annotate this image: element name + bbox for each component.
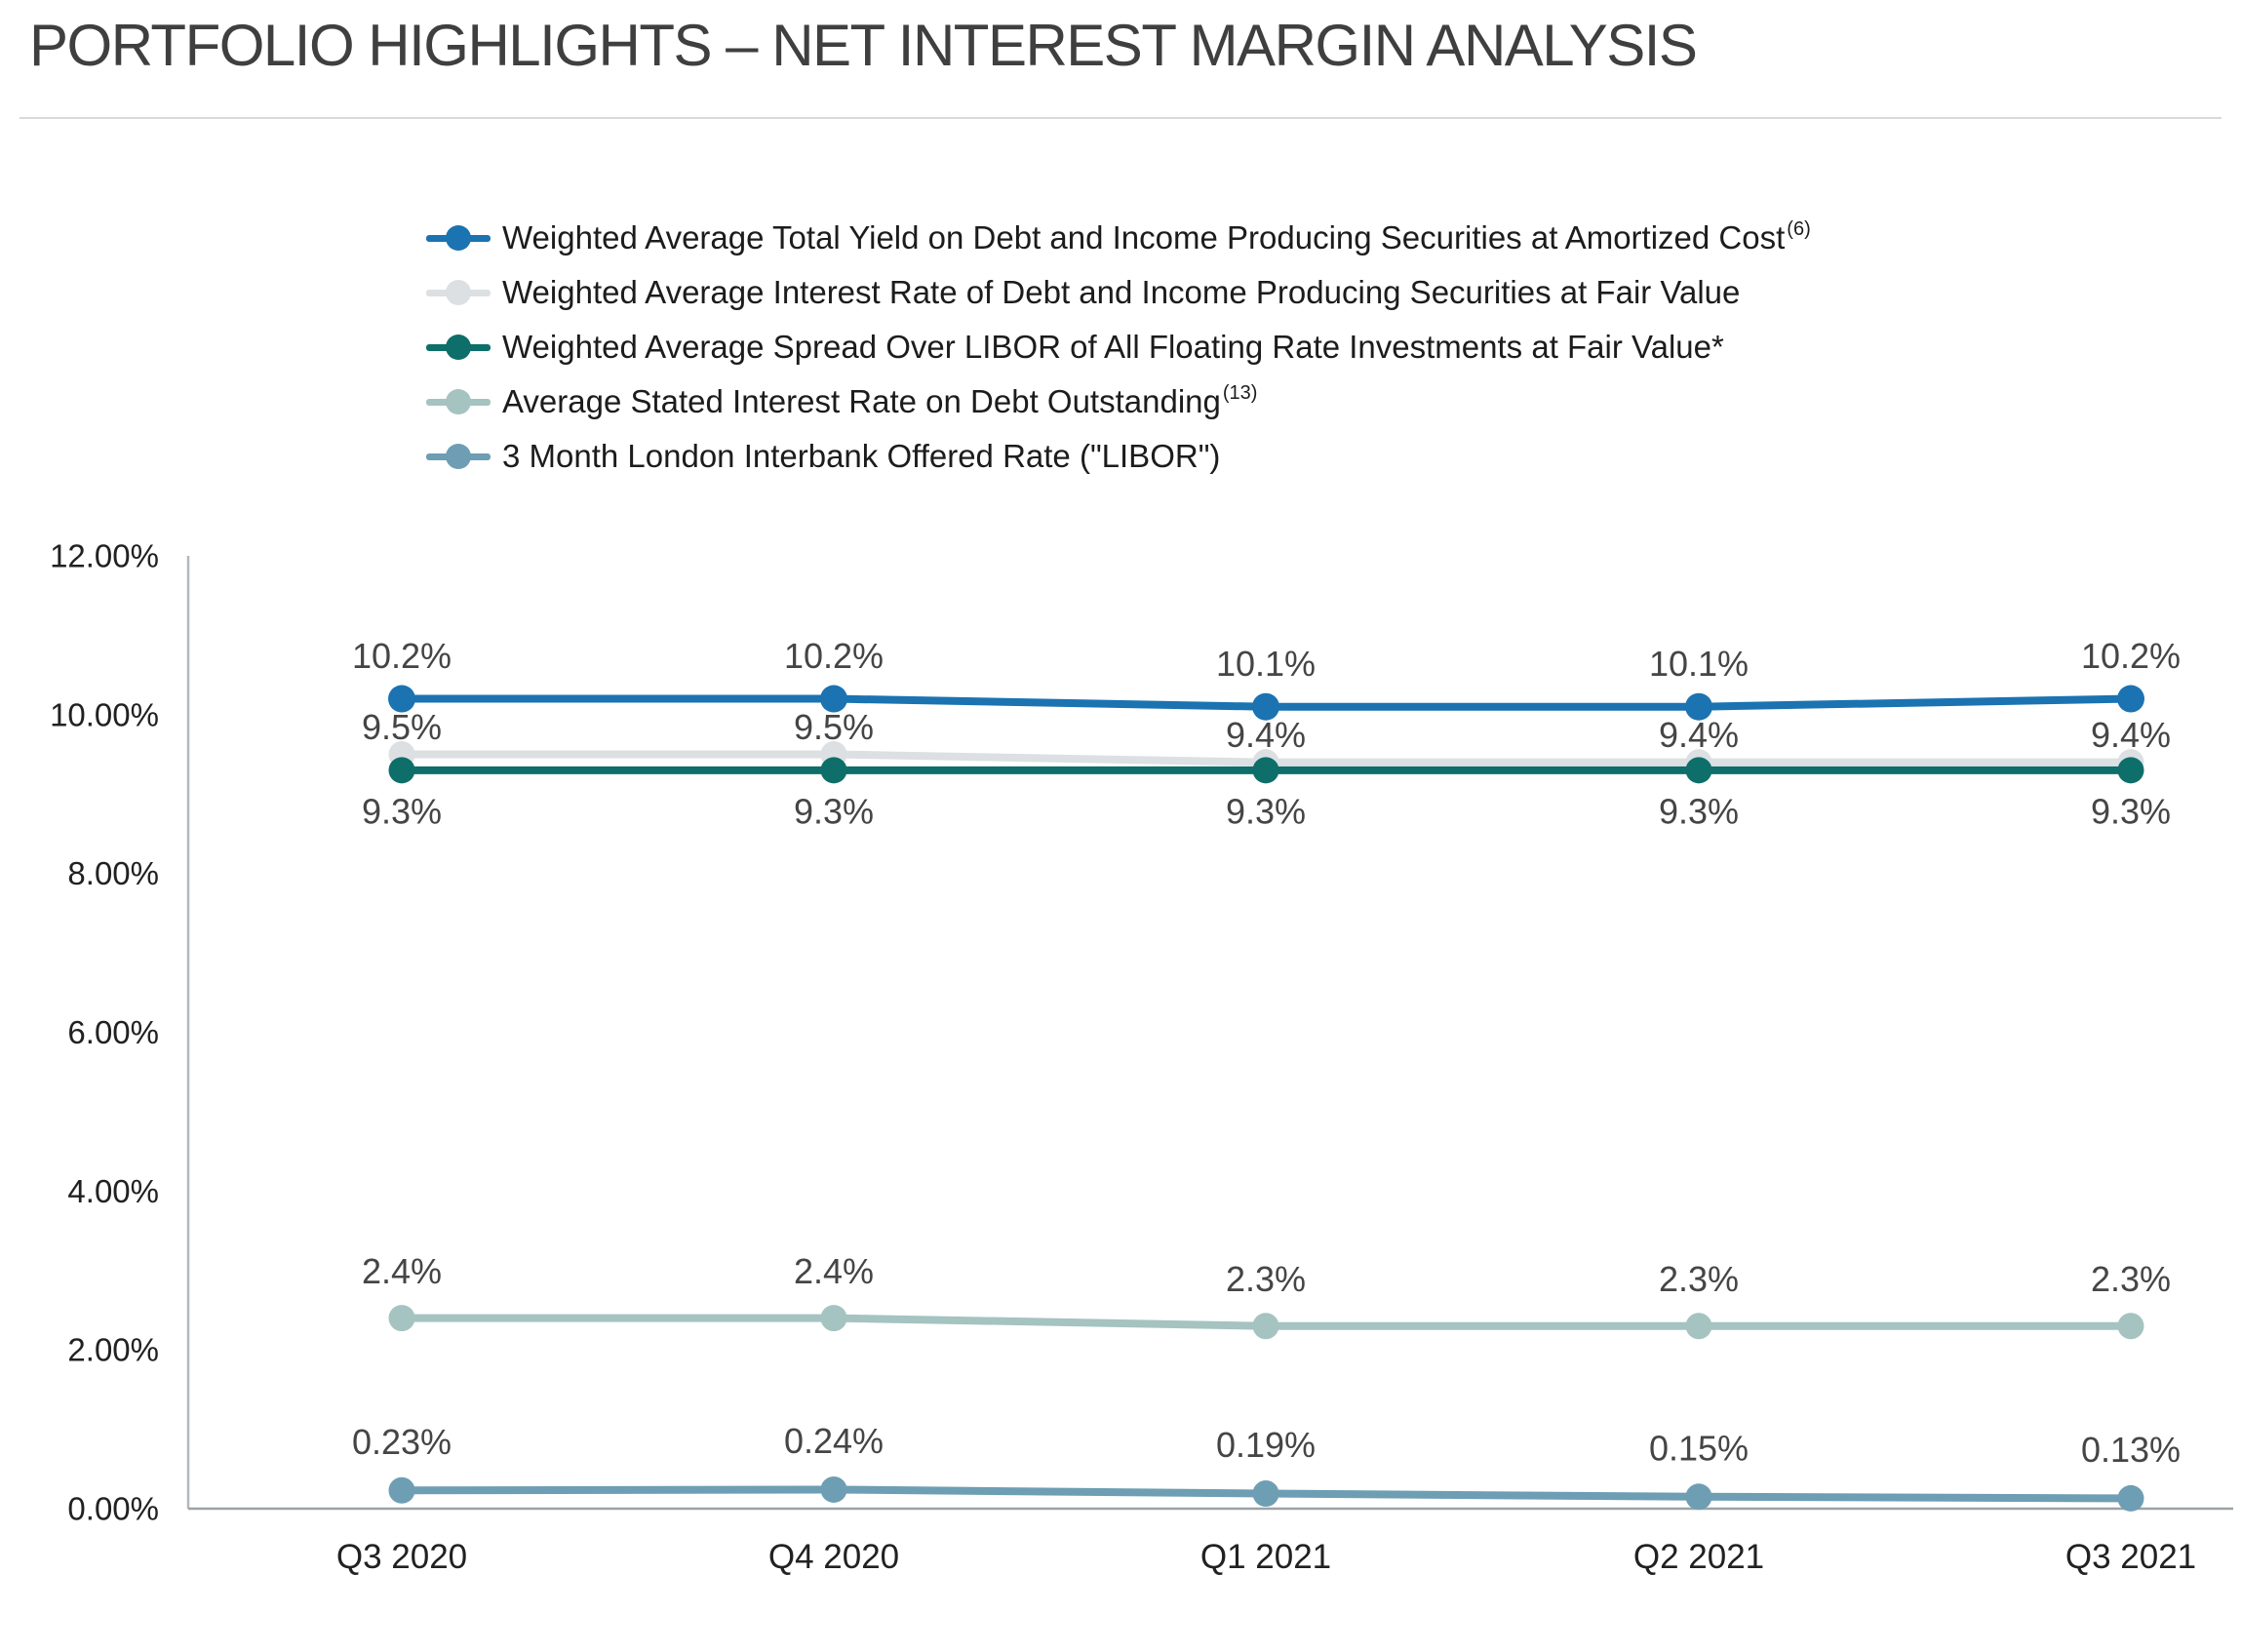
series-point [820,685,847,713]
series-point-label: 10.2% [784,636,884,676]
legend-item-0: Weighted Average Total Yield on Debt and… [426,211,1811,265]
legend-line-dot-icon [426,279,491,306]
series-point [2117,1484,2144,1512]
series-point-label: 2.3% [1226,1259,1306,1299]
legend-label: Average Stated Interest Rate on Debt Out… [502,382,1258,419]
series-point-label: 9.3% [362,791,442,831]
series-point [1685,1483,1712,1511]
series-point-label: 9.4% [2091,715,2171,755]
series-point-label: 9.3% [1226,791,1306,831]
y-tick-label: 12.00% [50,538,159,574]
page-title: PORTFOLIO HIGHLIGHTS – NET INTEREST MARG… [29,13,1698,78]
series-point-label: 0.15% [1649,1428,1749,1468]
legend-label: 3 Month London Interbank Offered Rate ("… [502,438,1221,474]
series-point [388,1476,415,1504]
series-point [820,757,847,784]
series-point-label: 0.24% [784,1421,884,1461]
legend-line-dot-icon [426,388,491,415]
legend-label: Weighted Average Spread Over LIBOR of Al… [502,329,1724,365]
x-tick-label: Q3 2021 [2065,1538,2196,1576]
series-point [2117,757,2144,784]
series-point [1685,1313,1712,1340]
y-tick-label: 2.00% [67,1332,159,1368]
x-tick-label: Q3 2020 [336,1538,467,1576]
legend-label: Weighted Average Interest Rate of Debt a… [502,274,1741,310]
series-point-label: 10.2% [2081,636,2181,676]
series-point-label: 0.19% [1216,1425,1316,1465]
legend-line-dot-icon [426,224,491,252]
series-point-label: 9.5% [794,707,874,747]
y-tick-label: 4.00% [67,1173,159,1209]
series-point [1685,757,1712,784]
series-point [820,1475,847,1503]
legend-label: Weighted Average Total Yield on Debt and… [502,218,1811,256]
y-tick-label: 0.00% [67,1491,159,1527]
series-point-label: 0.23% [352,1422,452,1462]
y-tick-label: 10.00% [50,696,159,732]
series-point [388,1305,415,1332]
series-point-label: 0.13% [2081,1430,2181,1470]
y-tick-label: 8.00% [67,855,159,891]
legend-line-dot-icon [426,443,491,470]
series-point [1252,757,1279,784]
series-point-label: 10.1% [1649,644,1749,684]
legend-item-1: Weighted Average Interest Rate of Debt a… [426,265,1811,320]
series-point-label: 2.3% [2091,1259,2171,1299]
series-point [388,685,415,713]
title-divider [20,117,2221,119]
legend-item-2: Weighted Average Spread Over LIBOR of Al… [426,320,1811,374]
series-point [1685,692,1712,721]
series-point [820,1305,847,1332]
x-tick-label: Q2 2021 [1633,1538,1764,1576]
series-point-label: 9.3% [2091,791,2171,831]
x-tick-label: Q4 2020 [768,1538,899,1576]
series-point-label: 2.4% [362,1251,442,1291]
series-point-label: 9.3% [794,791,874,831]
series-point-label: 9.3% [1659,791,1739,831]
y-tick-label: 6.00% [67,1014,159,1050]
series-point [2117,1313,2144,1340]
series-point-label: 10.1% [1216,644,1316,684]
series-point-label: 9.5% [362,707,442,747]
chart-legend: Weighted Average Total Yield on Debt and… [426,211,1811,484]
series-point [2117,685,2144,713]
legend-item-4: 3 Month London Interbank Offered Rate ("… [426,429,1811,484]
series-point [1252,1313,1279,1340]
legend-item-3: Average Stated Interest Rate on Debt Out… [426,374,1811,429]
series-point-label: 9.4% [1659,715,1739,755]
legend-line-dot-icon [426,334,491,361]
series-point-label: 2.4% [794,1251,874,1291]
series-point-label: 10.2% [352,636,452,676]
series-point-label: 9.4% [1226,715,1306,755]
series-point [1252,1480,1279,1508]
series-point-label: 2.3% [1659,1259,1739,1299]
x-tick-label: Q1 2021 [1200,1538,1331,1576]
series-point [1252,692,1279,721]
series-point [388,757,415,784]
